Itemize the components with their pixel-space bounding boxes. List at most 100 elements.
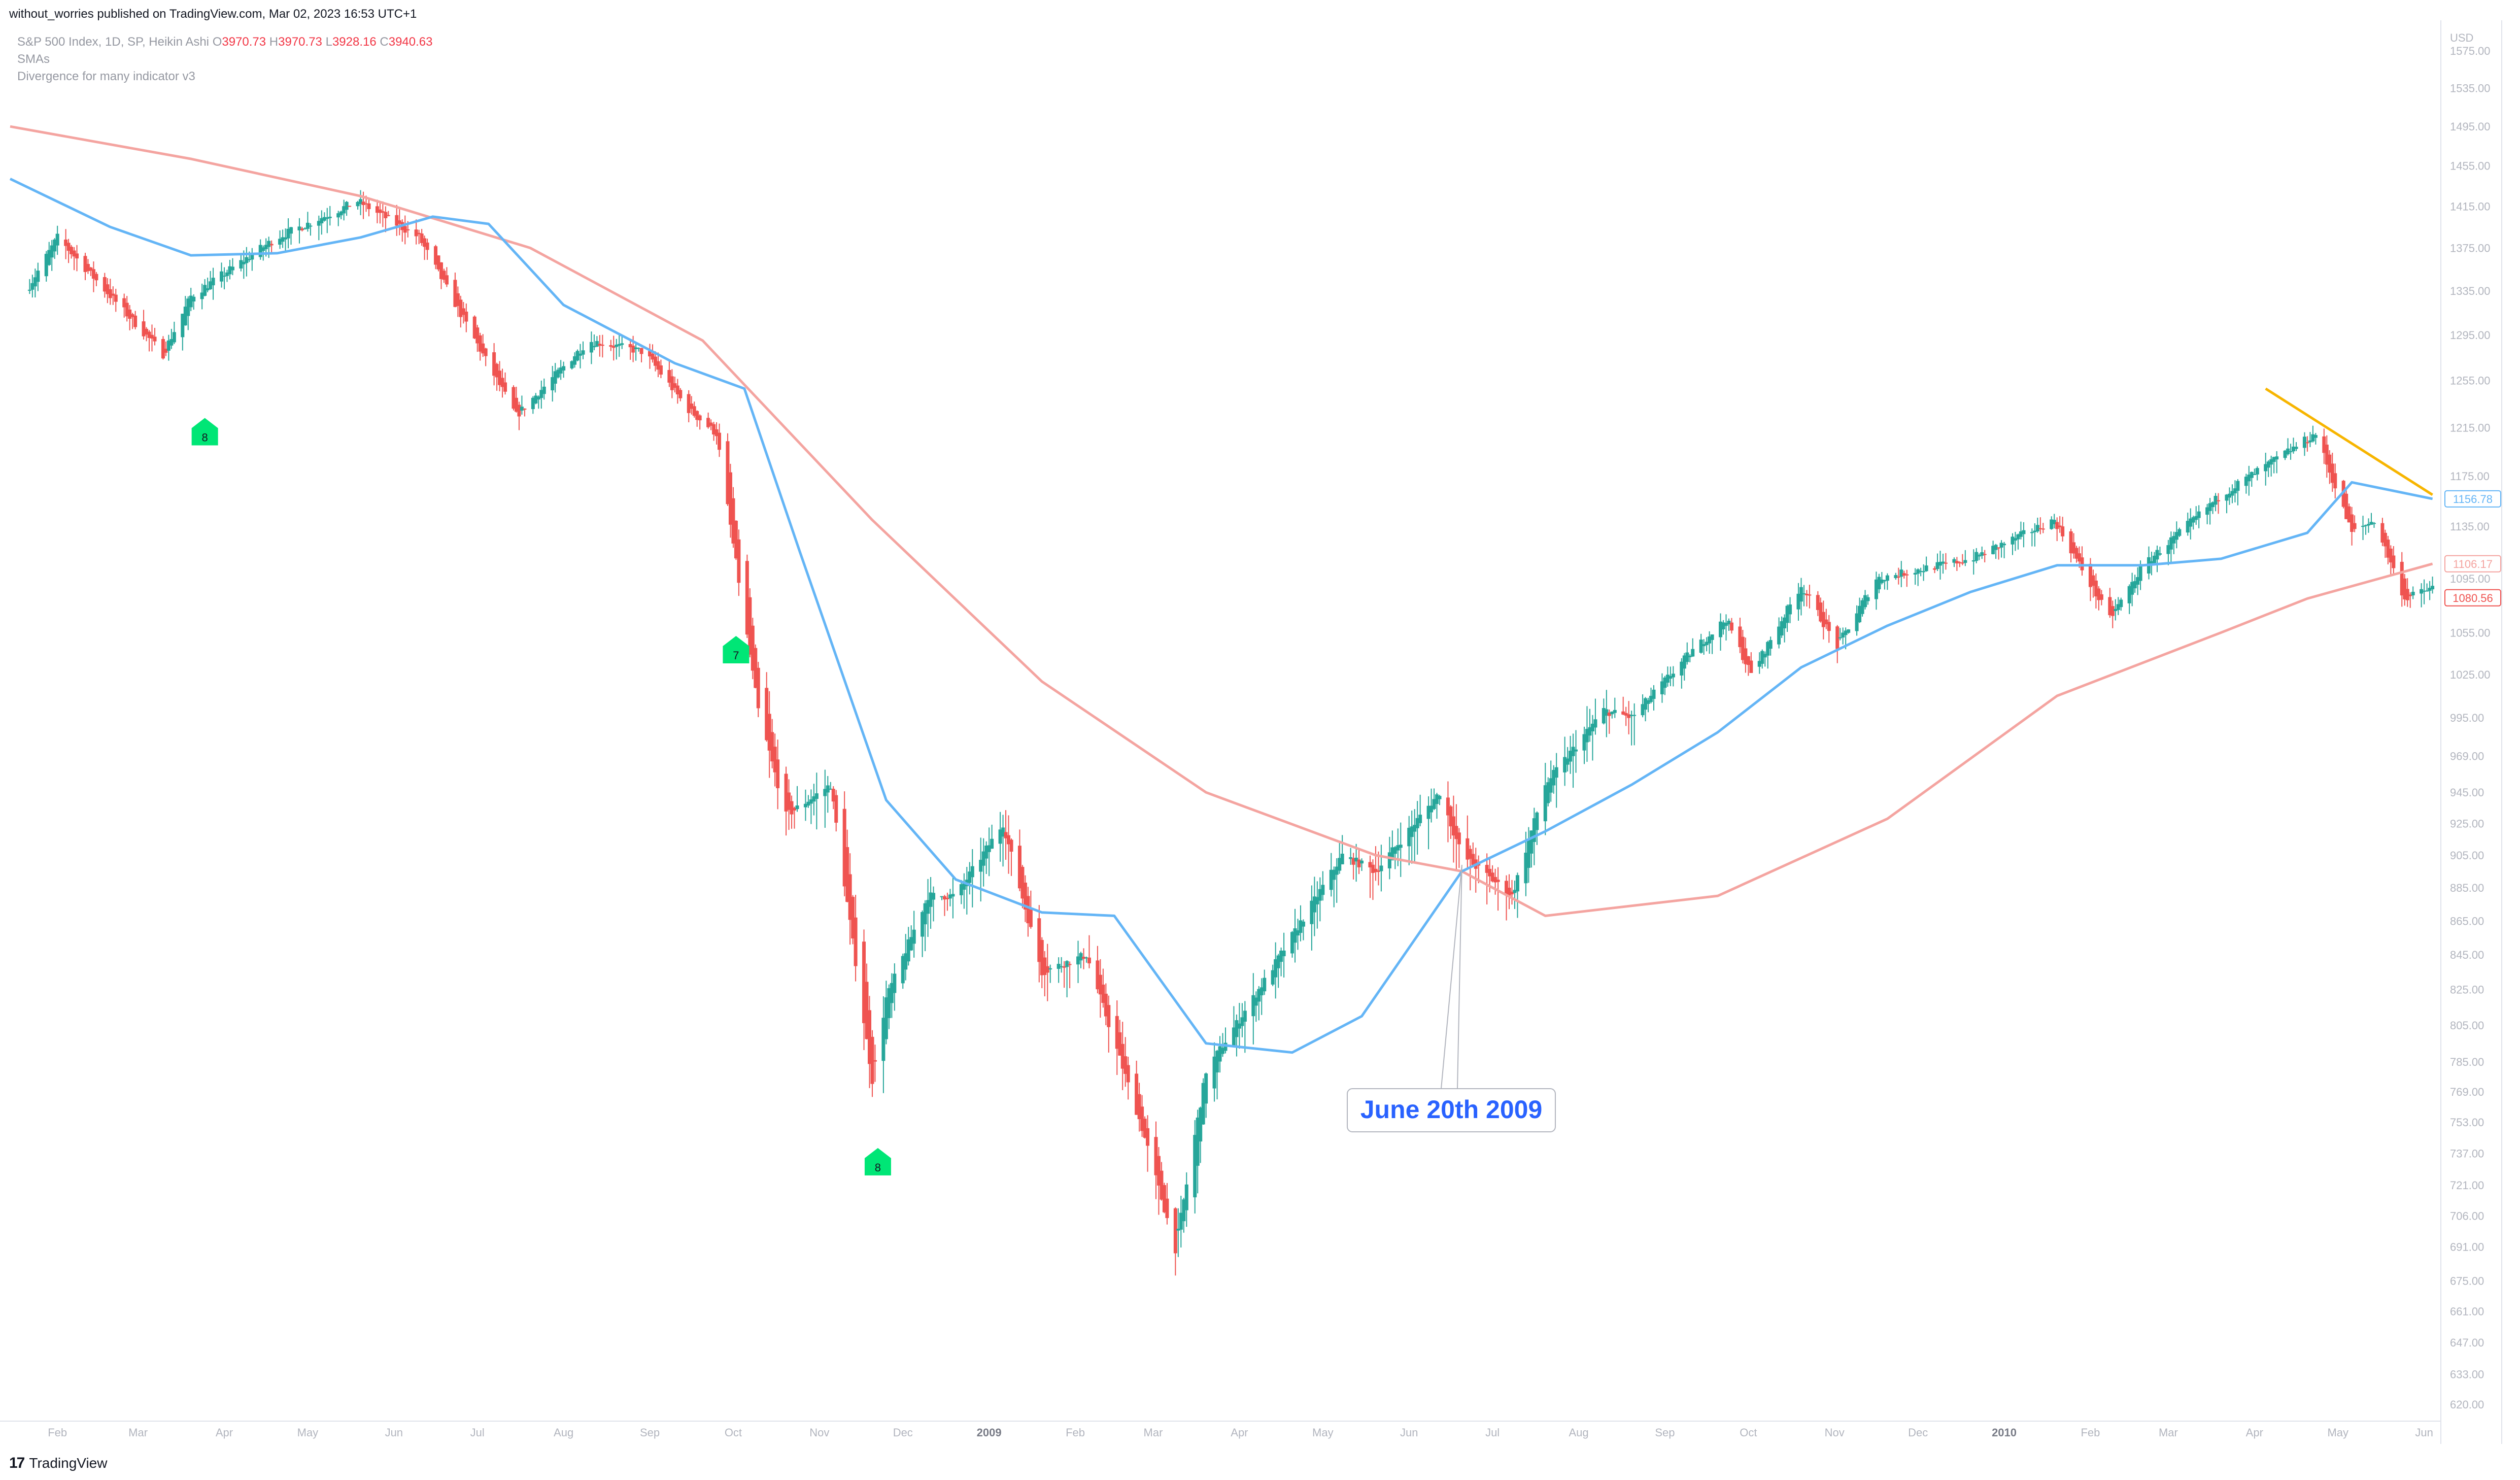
candle-body — [695, 411, 699, 420]
candle — [2420, 583, 2424, 608]
candle-body — [1902, 573, 1906, 576]
candle — [1274, 942, 1278, 999]
candle-body — [948, 894, 952, 899]
candle-body — [2099, 594, 2103, 600]
candle-body — [2080, 557, 2084, 570]
time-tick-label: Jun — [2415, 1426, 2433, 1439]
candle-body — [453, 280, 457, 307]
candle — [1332, 866, 1336, 907]
trendline-segment[interactable] — [2265, 387, 2433, 496]
candle — [1023, 875, 1027, 922]
candle — [1218, 1036, 1222, 1073]
price-tick-label: 945.00 — [2450, 786, 2484, 799]
candle-body — [932, 893, 936, 900]
candle-body — [865, 982, 869, 1039]
candle-body — [709, 422, 713, 426]
candle — [1894, 573, 1898, 580]
candle-body — [145, 328, 149, 335]
candle-body — [1140, 1106, 1144, 1131]
symbol-name[interactable]: S&P 500 Index, 1D, SP, Heikin Ashi — [17, 35, 210, 49]
candle-body — [1971, 560, 1976, 562]
candle — [1746, 656, 1750, 676]
candle-body — [1613, 710, 1617, 713]
indicator-smas[interactable]: SMAs — [17, 52, 50, 66]
candle — [1098, 959, 1102, 1018]
indicator-divergence[interactable]: Divergence for many indicator v3 — [17, 70, 195, 83]
candle — [2097, 586, 2101, 611]
candle-body — [1007, 835, 1011, 845]
candle — [678, 388, 683, 401]
candle-body — [1746, 656, 1750, 665]
tradingview-logo-icon[interactable]: 17 — [9, 1455, 25, 1471]
time-tick-label: Dec — [1908, 1426, 1928, 1439]
candle-body — [492, 352, 496, 376]
candle-body — [2386, 540, 2390, 558]
candle — [475, 325, 480, 352]
candle-body — [1847, 629, 1851, 633]
candle-body — [1485, 864, 1489, 873]
price-tick-label: 805.00 — [2450, 1019, 2484, 1032]
price-value-tag[interactable]: 1080.56 — [2444, 589, 2501, 607]
candle-body — [1944, 562, 1948, 564]
candle-body — [534, 395, 538, 403]
price-value-tag[interactable]: 1156.78 — [2444, 490, 2501, 508]
candle-body — [222, 276, 226, 277]
candle-body — [1026, 896, 1030, 924]
candle — [1315, 881, 1319, 929]
candle-body — [512, 387, 516, 409]
candle-body — [2116, 604, 2120, 610]
candle — [1415, 801, 1419, 855]
candle-body — [2094, 580, 2098, 597]
time-tick-label: Nov — [809, 1426, 829, 1439]
candle — [2275, 451, 2279, 474]
candle — [2217, 493, 2221, 514]
candle — [1201, 1078, 1205, 1125]
candle-body — [1351, 858, 1355, 865]
candle-body — [300, 228, 304, 230]
candle — [1607, 709, 1611, 734]
candle-body — [2136, 577, 2140, 585]
candle — [1955, 557, 1959, 571]
candle — [2227, 487, 2231, 505]
candle-body — [1983, 554, 1987, 555]
candle — [2308, 432, 2312, 447]
candle-body — [161, 339, 165, 359]
candle — [514, 387, 518, 413]
candle — [2114, 599, 2118, 621]
candle-body — [1543, 785, 1547, 822]
candle — [245, 247, 249, 277]
price-tick-label: 620.00 — [2450, 1398, 2484, 1411]
candle — [2119, 597, 2123, 611]
candle — [573, 352, 577, 368]
candle-body — [2289, 451, 2293, 453]
candle — [1644, 697, 1648, 722]
candle — [2041, 523, 2045, 533]
candle — [2264, 453, 2268, 486]
candle — [1043, 951, 1047, 997]
candle-body — [929, 892, 933, 907]
annotation-box[interactable] — [1347, 1088, 1556, 1132]
candle-body — [1610, 712, 1614, 715]
candle-body — [639, 348, 643, 354]
candle-body — [2035, 525, 2039, 531]
price-value-tag[interactable]: 1106.17 — [2444, 555, 2501, 573]
candle-body — [718, 432, 722, 450]
candle — [1922, 564, 1926, 581]
candle-body — [615, 345, 619, 347]
candle-body — [420, 233, 424, 243]
candle-body — [384, 212, 388, 218]
candle-body — [867, 1010, 871, 1064]
candle-body — [854, 917, 858, 966]
candle-body — [1768, 640, 1773, 649]
candle — [512, 385, 516, 411]
candle-body — [91, 269, 95, 279]
candle-body — [1251, 995, 1255, 1017]
candle — [1738, 618, 1742, 653]
brand-name[interactable]: TradingView — [29, 1455, 108, 1471]
candle-body — [142, 321, 146, 337]
candle-body — [1702, 644, 1706, 647]
candle-body — [1660, 681, 1664, 694]
candle — [1123, 1037, 1128, 1087]
time-tick-label: Jun — [1400, 1426, 1418, 1439]
